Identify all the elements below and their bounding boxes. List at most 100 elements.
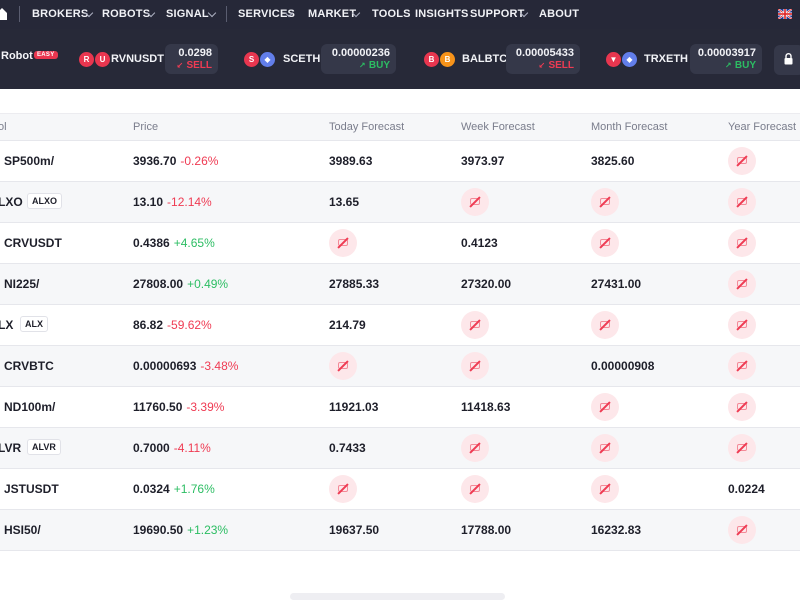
- locked-forecast-icon[interactable]: [728, 229, 756, 257]
- locked-forecast-icon[interactable]: [461, 311, 489, 339]
- header-symbol[interactable]: ol: [0, 121, 7, 133]
- chevron-down-icon[interactable]: [207, 8, 217, 18]
- nav-about[interactable]: ABOUT: [539, 8, 580, 20]
- locked-forecast-icon[interactable]: [591, 475, 619, 503]
- locked-forecast-icon[interactable]: [461, 475, 489, 503]
- price-value: 13.10: [133, 195, 164, 209]
- week-forecast-value: 0.4123: [461, 236, 498, 250]
- symbol-name[interactable]: CRVBTC: [4, 359, 54, 373]
- locked-forecast-icon[interactable]: [591, 393, 619, 421]
- header-year-forecast[interactable]: Year Forecast: [728, 121, 797, 133]
- ticker-price-box[interactable]: 0.00000236 ↗ BUY: [321, 44, 396, 74]
- price-change: -4.11%: [173, 441, 211, 455]
- symbol-name[interactable]: HSI50/: [4, 523, 41, 537]
- uk-flag-icon[interactable]: [778, 9, 792, 19]
- header-price[interactable]: Price: [133, 121, 159, 133]
- top-nav: BROKERS ROBOTS SIGNAL SERVICES MARKET TOOLS IN…: [0, 0, 800, 29]
- table-row[interactable]: NI225/27808.00 +0.49% 27885.33 27320.00 2743…: [0, 264, 800, 305]
- month-forecast-value: 27431.00: [591, 277, 642, 291]
- nav-insights[interactable]: INSIGHTS: [415, 8, 469, 20]
- table-row[interactable]: ND100m/11760.50 -3.39% 11921.03 11418.63: [0, 387, 800, 428]
- locked-forecast-icon[interactable]: [591, 311, 619, 339]
- table-row[interactable]: CRVUSDT 0.4386 +4.65% 0.4123: [0, 223, 800, 264]
- locked-forecast-icon[interactable]: [728, 434, 756, 462]
- nav-signal[interactable]: SIGNAL: [166, 8, 209, 20]
- arrow-down-left-icon: ↙: [176, 61, 184, 70]
- today-forecast-value: 0.7433: [329, 441, 366, 455]
- nav-brokers[interactable]: BROKERS: [32, 8, 89, 20]
- nav-divider: [19, 6, 20, 22]
- symbol-name[interactable]: CRVUSDT: [4, 236, 62, 250]
- coin-icon: R: [79, 52, 94, 67]
- symbol-name[interactable]: ND100m/: [4, 400, 56, 414]
- table-row[interactable]: LVR ALVR 0.7000 -4.11% 0.7433: [0, 428, 800, 469]
- locked-forecast-icon[interactable]: [591, 229, 619, 257]
- table-row[interactable]: CRVBTC 0.00000693 -3.48% 0.00000908: [0, 346, 800, 387]
- locked-forecast-icon[interactable]: [461, 434, 489, 462]
- locked-forecast-icon[interactable]: [329, 475, 357, 503]
- symbol-badge: ALX: [20, 316, 48, 332]
- nav-tools[interactable]: TOOLS: [372, 8, 411, 20]
- locked-forecast-icon[interactable]: [329, 352, 357, 380]
- bottom-scroll-indicator[interactable]: [290, 593, 505, 600]
- header-month-forecast[interactable]: Month Forecast: [591, 121, 668, 133]
- symbol-name[interactable]: LX: [0, 318, 14, 332]
- locked-forecast-icon[interactable]: [591, 434, 619, 462]
- chart-glyph: [737, 526, 747, 533]
- chart-glyph: [737, 362, 747, 369]
- table-row[interactable]: JSTUSDT 0.0324 +1.76% 0.0224: [0, 469, 800, 510]
- symbol-name[interactable]: SP500m/: [4, 154, 55, 168]
- locked-forecast-icon[interactable]: [591, 188, 619, 216]
- lock-button[interactable]: [774, 45, 800, 75]
- ticker-pair-trxeth[interactable]: TRXETH: [644, 53, 688, 65]
- nav-market[interactable]: MARKET: [308, 8, 357, 20]
- month-forecast-value: 3825.60: [591, 154, 635, 168]
- price-value: 0.7000: [133, 441, 170, 455]
- ticker-price-box[interactable]: 0.00005433 ↙ SELL: [506, 44, 580, 74]
- home-icon[interactable]: [0, 8, 7, 20]
- locked-forecast-icon[interactable]: [329, 229, 357, 257]
- price-cell: 0.0324 +1.76%: [133, 482, 215, 496]
- ticker-pair-balbtc[interactable]: BALBTC: [462, 53, 508, 65]
- ticker-pair-rvnusdt[interactable]: RVNUSDT: [111, 53, 164, 65]
- chart-glyph: [737, 198, 747, 205]
- header-week-forecast[interactable]: Week Forecast: [461, 121, 535, 133]
- locked-forecast-icon[interactable]: [728, 393, 756, 421]
- month-forecast-value: 0.00000908: [591, 359, 655, 373]
- chart-glyph: [470, 485, 480, 492]
- price-change: -0.26%: [180, 154, 219, 168]
- symbol-name[interactable]: LXO: [0, 195, 23, 209]
- table-row[interactable]: LX ALX 86.82 -59.62% 214.79: [0, 305, 800, 346]
- ticker-price-box[interactable]: 0.0298 ↙ SELL: [165, 44, 218, 74]
- locked-forecast-icon[interactable]: [461, 188, 489, 216]
- nav-services[interactable]: SERVICES: [238, 8, 296, 20]
- robot-label[interactable]: Robot: [1, 50, 33, 62]
- locked-forecast-icon[interactable]: [728, 311, 756, 339]
- today-forecast-value: 19637.50: [329, 523, 380, 537]
- nav-support[interactable]: SUPPORT: [470, 8, 525, 20]
- coin-icon: U: [95, 52, 110, 67]
- ticker-pair-sceth[interactable]: SCETH: [283, 53, 321, 65]
- symbol-name[interactable]: JSTUSDT: [4, 482, 59, 496]
- locked-forecast-icon[interactable]: [728, 188, 756, 216]
- price-cell: 19690.50 +1.23%: [133, 523, 228, 537]
- locked-forecast-icon[interactable]: [728, 270, 756, 298]
- ticker-price-box[interactable]: 0.00003917 ↗ BUY: [690, 44, 762, 74]
- nav-robots[interactable]: ROBOTS: [102, 8, 151, 20]
- header-today-forecast[interactable]: Today Forecast: [329, 121, 405, 133]
- signal-ticker: Robot EASY R U RVNUSDT 0.0298 ↙ SELL S ◆ SCETH 0.…: [0, 29, 800, 89]
- symbol-name[interactable]: NI225/: [4, 277, 40, 291]
- locked-forecast-icon[interactable]: [728, 352, 756, 380]
- today-forecast-value: 214.79: [329, 318, 366, 332]
- signal-label: BUY: [734, 60, 756, 71]
- locked-forecast-icon[interactable]: [461, 352, 489, 380]
- table-row[interactable]: HSI50/19690.50 +1.23% 19637.50 17788.00 1623…: [0, 510, 800, 551]
- week-forecast-value: 3973.97: [461, 154, 505, 168]
- easy-badge: EASY: [34, 51, 58, 59]
- symbol-name[interactable]: LVR: [0, 441, 22, 455]
- locked-forecast-icon[interactable]: [728, 147, 756, 175]
- table-row[interactable]: SP500m/3936.70 -0.26% 3989.63 3973.97 3825.6…: [0, 141, 800, 182]
- chart-glyph: [338, 485, 348, 492]
- table-row[interactable]: LXO ALXO 13.10 -12.14% 13.65: [0, 182, 800, 223]
- locked-forecast-icon[interactable]: [728, 516, 756, 544]
